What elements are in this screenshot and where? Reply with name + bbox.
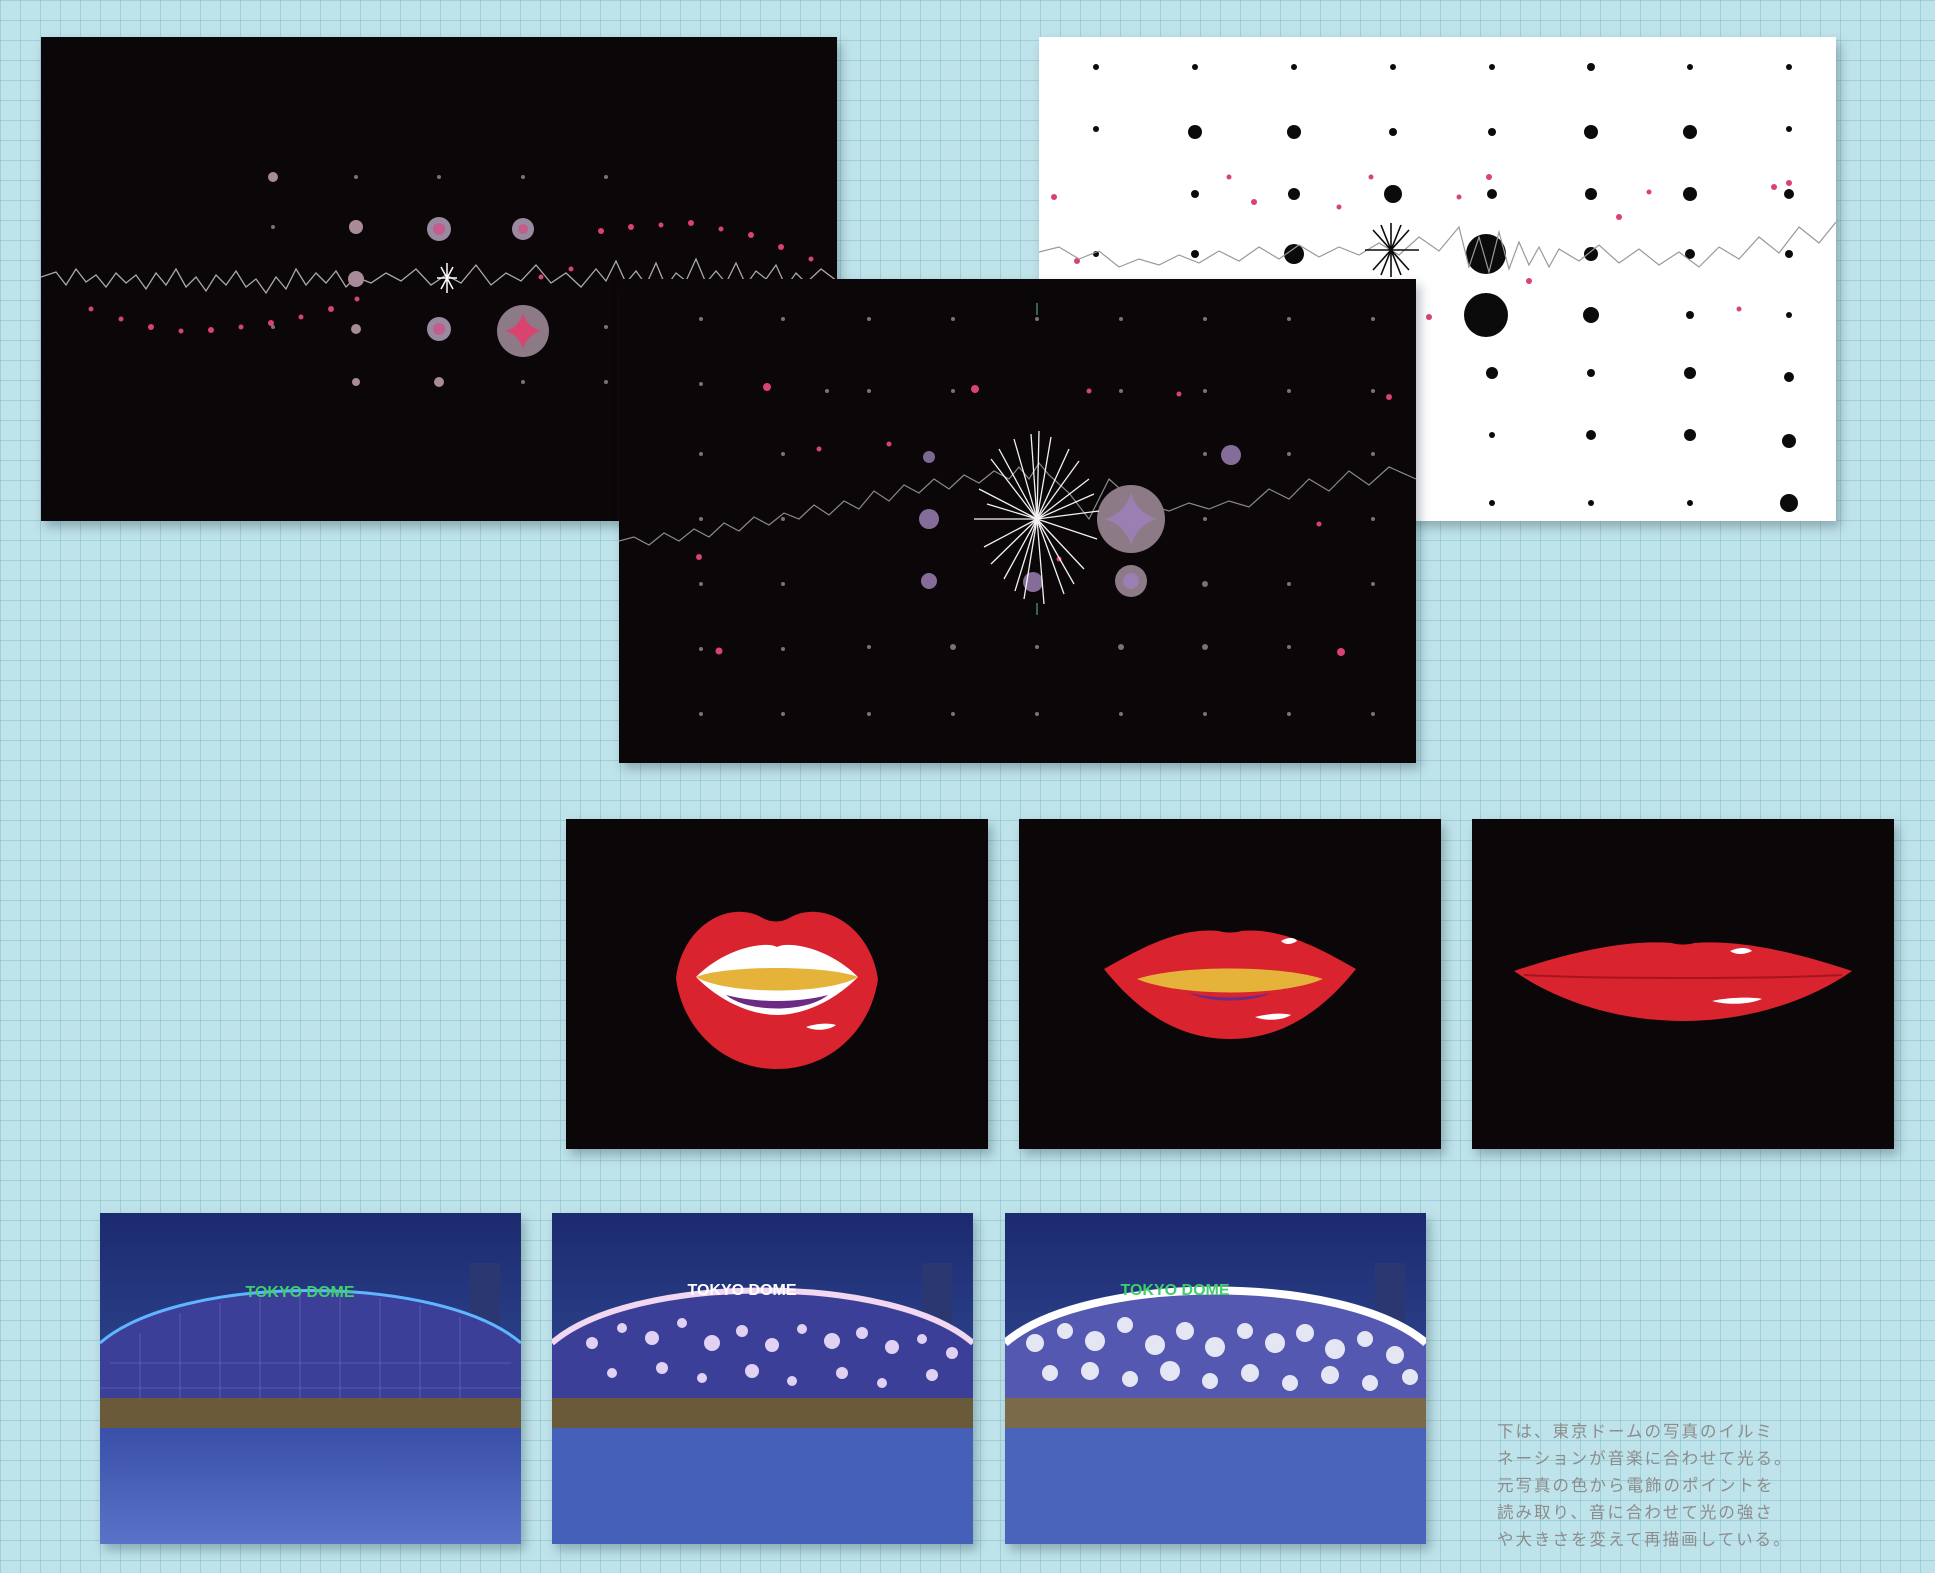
white-starburst: [974, 430, 1100, 605]
lips-panel-open: [566, 819, 988, 1149]
caption-line: 元写真の色から電飾のポイントを: [1497, 1476, 1775, 1495]
entrance-band: [552, 1398, 973, 1428]
caption: 下は、東京ドームの写真のイルミ ネーションが音楽に合わせて光る。 元写真の色から…: [1497, 1418, 1793, 1553]
teeth-yellow: [1137, 968, 1323, 993]
dome: [552, 1290, 973, 1413]
dome-rim: [1005, 1286, 1426, 1347]
dome-photo-1: TOKYO DOME: [100, 1213, 521, 1544]
dome: [100, 1290, 521, 1413]
caption-line: ネーションが音楽に合わせて光る。: [1497, 1449, 1793, 1468]
visualizer-dark-2-canvas: [619, 279, 1416, 763]
entrance-band: [100, 1398, 521, 1428]
bubbles: [919, 445, 1241, 597]
tongue: [1189, 993, 1271, 1001]
plaza: [1005, 1428, 1426, 1544]
dome-photo-3-canvas: TOKYO DOME: [1005, 1213, 1426, 1544]
teeth-yellow: [696, 968, 858, 991]
black-starburst: [1365, 223, 1419, 277]
caption-line: 下は、東京ドームの写真のイルミ: [1497, 1422, 1775, 1441]
waveform: [619, 461, 1416, 546]
dome-grid: [100, 1295, 521, 1413]
dome-photo-1-canvas: TOKYO DOME: [100, 1213, 521, 1544]
plaza: [552, 1428, 973, 1544]
dome-sign: TOKYO DOME: [245, 1284, 354, 1301]
bubble-cluster: [268, 172, 549, 387]
tongue: [726, 995, 828, 1009]
lip-seam: [1523, 974, 1843, 979]
starburst: [437, 263, 457, 293]
caption-line: 読み取り、音に合わせて光の強さ: [1497, 1503, 1774, 1522]
dome-photo-2-canvas: TOKYO DOME: [552, 1213, 973, 1544]
lip-highlight: [1712, 997, 1762, 1004]
illumination-lights: [1026, 1317, 1418, 1391]
pink-dot-arc: [88, 220, 814, 334]
dome-sign: TOKYO DOME: [1120, 1282, 1229, 1299]
lips-panel-half: [1019, 819, 1441, 1149]
lips-closed: [1514, 942, 1852, 1021]
caption-line: や大きさを変えて再描画している。: [1497, 1530, 1792, 1549]
dome-rim: [100, 1289, 521, 1345]
lip-highlight: [1255, 1013, 1291, 1020]
lips-half-canvas: [1019, 819, 1441, 1149]
waveform: [1039, 221, 1836, 275]
lip-highlight: [806, 1023, 836, 1030]
lip-highlight-top: [1281, 938, 1297, 944]
dot-grid: [699, 317, 1375, 716]
dome-rim: [552, 1287, 973, 1346]
plaza: [100, 1428, 521, 1544]
entrance-band: [1005, 1398, 1426, 1428]
illumination-lights: [586, 1318, 958, 1388]
visualizer-dark-2: [619, 279, 1416, 763]
lips-open-canvas: [566, 819, 988, 1149]
lips-panel-closed: [1472, 819, 1894, 1149]
dome-sign: TOKYO DOME: [687, 1282, 796, 1299]
dome-photo-2: TOKYO DOME: [552, 1213, 973, 1544]
pink-scatter: [1051, 174, 1792, 320]
dome-photo-3: TOKYO DOME: [1005, 1213, 1426, 1544]
lips-closed-canvas: [1472, 819, 1894, 1149]
black-dot-grid: [1093, 63, 1798, 512]
lip-highlight-top: [1730, 948, 1752, 954]
